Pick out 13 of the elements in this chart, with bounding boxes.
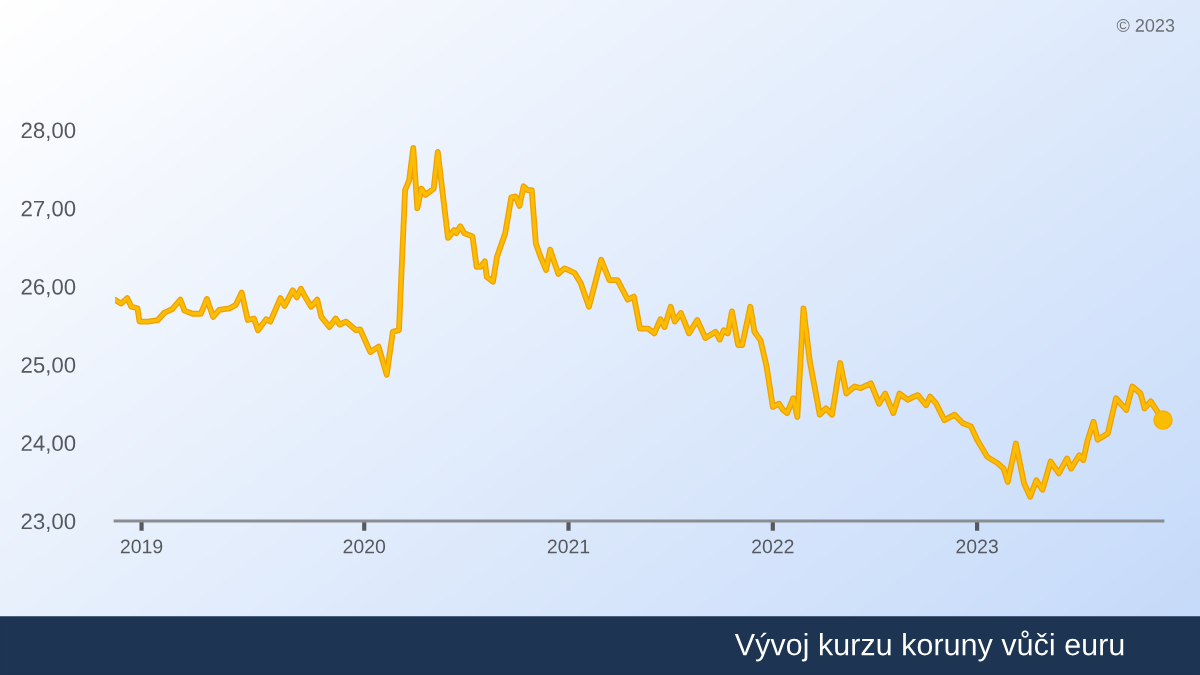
y-tick-label: 27,00	[21, 200, 76, 220]
text: © 2023	[1116, 19, 1175, 32]
x-tick-label: 2020	[343, 539, 386, 554]
x-tick-label: 2021	[547, 539, 590, 554]
y-tick-label: 24,00	[21, 435, 76, 454]
y-tick-label: 28,00	[21, 122, 76, 141]
y-tick-label: 23,00	[21, 513, 76, 532]
y-tick-label: 25,00	[21, 357, 76, 376]
x-tick-label: 2023	[956, 539, 998, 554]
y-tick-label: 26,00	[21, 278, 76, 298]
x-tick-label: 2019	[120, 539, 163, 554]
text: Vývoj kurzu koruny vůči euru	[734, 630, 1124, 662]
x-tick-label: 2022	[752, 539, 794, 554]
